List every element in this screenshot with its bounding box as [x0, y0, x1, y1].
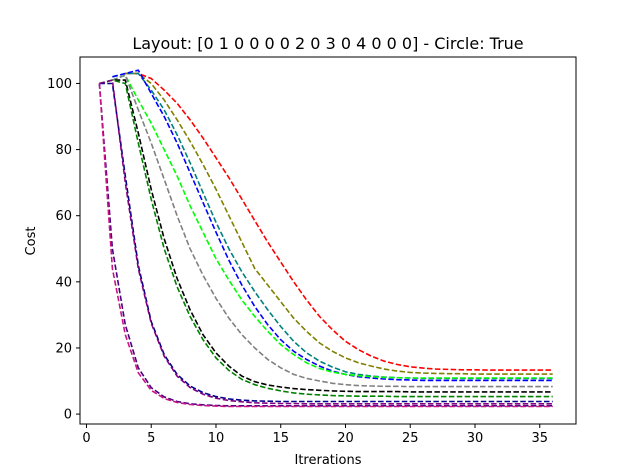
series-line-6 [112, 74, 553, 388]
series-line-10 [99, 79, 553, 405]
series-line-2 [125, 72, 553, 375]
series-line-5 [112, 74, 553, 379]
series-line-4 [112, 69, 553, 382]
x-tick-label: 5 [147, 431, 155, 446]
y-axis: 0 20 40 60 80 100 [47, 77, 80, 423]
series-line-7 [99, 79, 553, 393]
y-tick-label: 40 [55, 275, 72, 290]
x-tick-label: 25 [402, 431, 419, 446]
series-line-8 [99, 79, 553, 398]
series-line-12 [98, 83, 553, 408]
x-tick-label: 20 [337, 431, 354, 446]
series-layer [98, 69, 553, 408]
x-axis-label: Itrerations [295, 453, 362, 468]
x-tick-label: 15 [272, 431, 289, 446]
series-line-1 [125, 72, 553, 371]
chart-title: Layout: [0 1 0 0 0 0 2 0 3 0 4 0 0 0] - … [132, 34, 523, 53]
y-tick-label: 100 [47, 77, 72, 92]
y-tick-label: 80 [55, 143, 72, 158]
plot-frame [79, 56, 577, 425]
y-tick-label: 0 [64, 408, 72, 423]
x-tick-label: 35 [531, 431, 548, 446]
y-tick-label: 60 [55, 209, 72, 224]
y-tick-label: 20 [55, 341, 72, 356]
x-tick-label: 30 [467, 431, 484, 446]
x-tick-label: 10 [208, 431, 225, 446]
series-line-9 [99, 82, 553, 403]
y-axis-label: Cost [24, 227, 39, 256]
x-tick-label: 0 [82, 431, 90, 446]
x-axis: 0 5 10 15 20 25 30 35 [82, 424, 548, 446]
